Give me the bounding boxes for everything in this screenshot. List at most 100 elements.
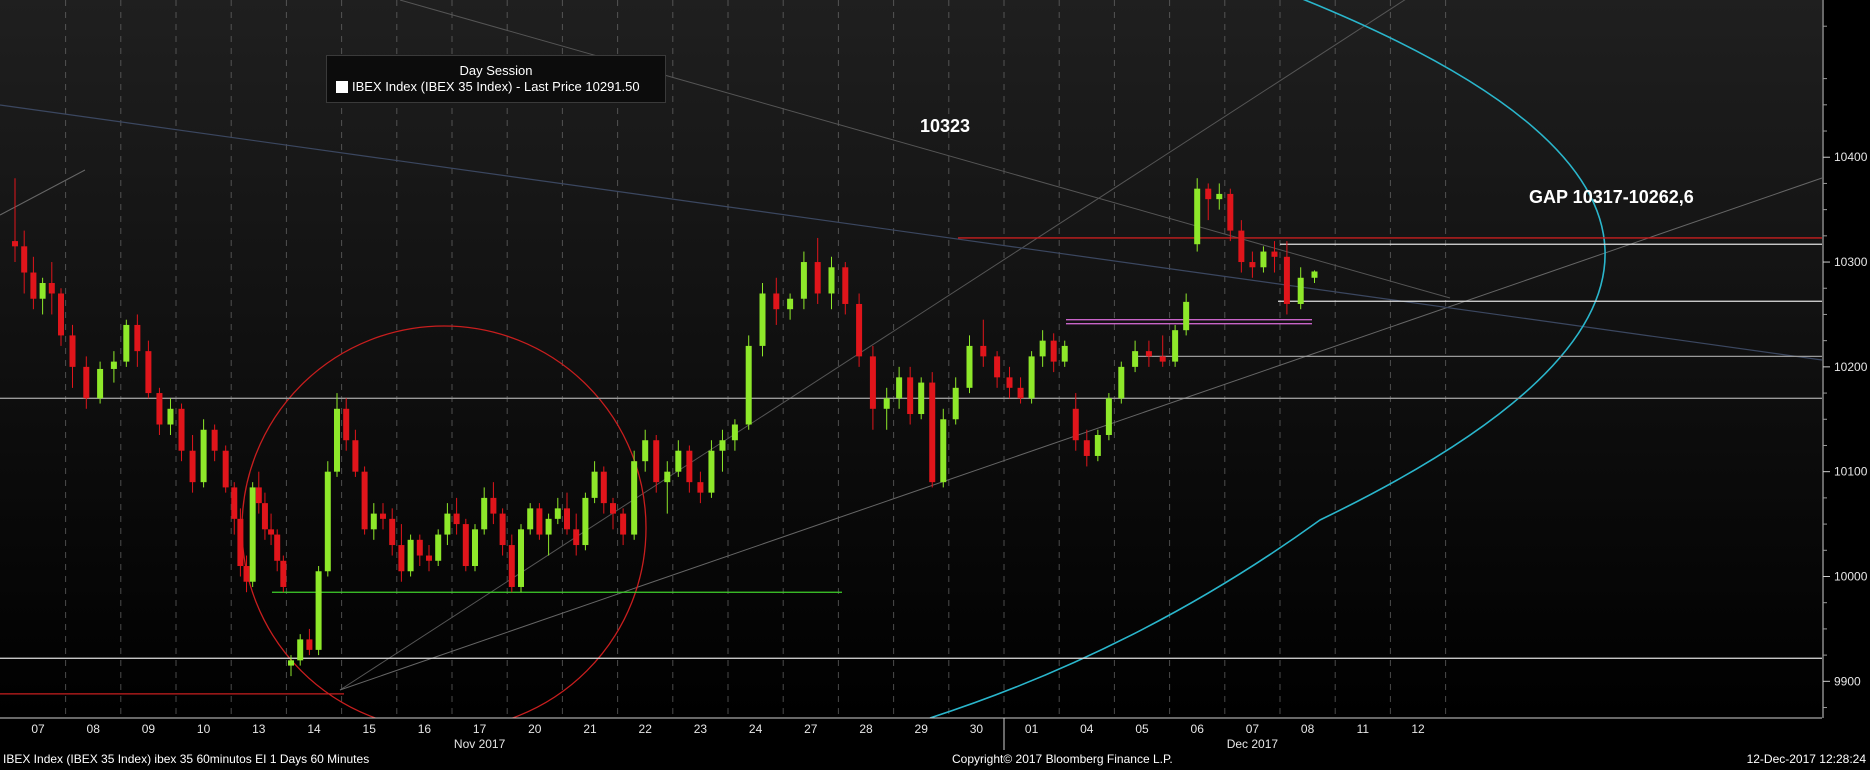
candle-body — [582, 497, 589, 546]
x-tick-label: 14 — [307, 722, 321, 736]
candle-body — [261, 503, 268, 530]
x-tick-label: 09 — [142, 722, 156, 736]
candle-body — [499, 513, 506, 546]
month-label: Dec 2017 — [1227, 737, 1279, 751]
candle-body — [110, 361, 117, 369]
candle-body — [708, 450, 715, 493]
y-tick-label: 9900 — [1834, 674, 1861, 688]
candle-body — [1006, 377, 1013, 388]
candle-body — [1028, 356, 1035, 399]
candle-body — [389, 518, 396, 546]
x-tick-label: 12 — [1411, 722, 1425, 736]
candle-body — [288, 660, 294, 666]
y-tick-label: 10400 — [1834, 150, 1868, 164]
candle-body — [280, 560, 287, 587]
candle-body — [407, 539, 414, 572]
candle-body — [12, 241, 18, 247]
cycle-arc — [929, 0, 1606, 719]
candle-body — [896, 377, 903, 399]
x-tick-label: 04 — [1080, 722, 1094, 736]
x-tick-label: 10 — [197, 722, 211, 736]
candle-body — [664, 471, 671, 483]
candle-body — [527, 508, 534, 530]
candle-body — [653, 440, 660, 483]
candle-body — [675, 450, 682, 472]
candle-body — [966, 345, 973, 388]
candle-body — [918, 382, 925, 415]
candle-body — [536, 508, 543, 535]
candle-body — [231, 487, 238, 519]
gap-annotation: GAP 10317-10262,6 — [1529, 187, 1694, 207]
candle-body — [30, 272, 37, 299]
y-axis-background — [1822, 0, 1870, 740]
x-tick-label: 06 — [1191, 722, 1205, 736]
candle-body — [856, 303, 863, 357]
candle-body — [255, 487, 262, 504]
candle-body — [189, 450, 196, 483]
candle-body — [211, 429, 218, 451]
trend-line-lower — [339, 177, 1823, 691]
trend-line-short — [0, 169, 86, 216]
candle-body — [940, 419, 947, 483]
candle-body — [554, 508, 561, 519]
candle-body — [1017, 387, 1024, 399]
candle-body — [1183, 301, 1190, 331]
candle-body — [620, 513, 627, 535]
y-tick-label: 10300 — [1834, 255, 1868, 269]
x-tick-label: 07 — [31, 722, 45, 736]
x-tick-label: 07 — [1246, 722, 1260, 736]
candle-body — [642, 440, 649, 462]
legend-box: Day Session IBEX Index (IBEX 35 Index) -… — [326, 55, 666, 103]
candle-body — [97, 368, 104, 399]
candle-body — [545, 518, 552, 535]
candle-body — [1238, 230, 1245, 263]
candle-body — [610, 503, 616, 514]
candle-body — [800, 262, 807, 299]
candle-body — [1039, 340, 1046, 357]
candle-body — [380, 513, 386, 519]
legend-session: Day Session — [459, 63, 533, 78]
candle-body — [268, 529, 275, 535]
candle-body — [243, 566, 250, 582]
x-tick-label: 28 — [859, 722, 873, 736]
candle-body — [1311, 271, 1318, 278]
x-tick-label: 22 — [639, 722, 653, 736]
candle-body — [398, 545, 405, 572]
candle-body — [1061, 345, 1068, 362]
candle-body — [145, 351, 152, 394]
candle-body — [1194, 188, 1201, 245]
x-tick-label: 08 — [87, 722, 101, 736]
candle-body — [1159, 356, 1166, 362]
x-tick-label: 13 — [252, 722, 266, 736]
candle-body — [1216, 193, 1223, 200]
candle-body — [686, 450, 693, 483]
candle-body — [518, 529, 524, 587]
x-tick-label: 16 — [418, 722, 432, 736]
candle-body — [315, 571, 322, 650]
x-tick-label: 05 — [1135, 722, 1149, 736]
candle-body — [178, 408, 185, 451]
candle-body — [416, 539, 423, 556]
candle-body — [573, 529, 580, 546]
x-tick-label: 27 — [804, 722, 818, 736]
footer-left: IBEX Index (IBEX 35 Index) ibex 35 60min… — [3, 752, 370, 766]
footer-timestamp: 12-Dec-2017 12:28:24 — [1746, 752, 1866, 766]
trend-line-down — [399, 0, 1451, 299]
y-tick-label: 10200 — [1834, 360, 1868, 374]
candle-body — [869, 356, 876, 409]
candle-body — [1050, 340, 1057, 362]
plot-background — [0, 0, 1822, 718]
candle-body — [719, 440, 726, 451]
candle-body — [324, 471, 331, 572]
trend-line-long — [0, 104, 1823, 361]
candle-body — [481, 497, 488, 530]
candle-body — [370, 513, 377, 530]
y-tick-label: 10100 — [1834, 465, 1868, 479]
candle-body — [361, 471, 368, 530]
candle-body — [994, 356, 1001, 378]
candle-body — [745, 345, 752, 425]
candle-body — [123, 324, 130, 362]
candle-body — [773, 293, 780, 310]
candle-body — [472, 529, 478, 567]
